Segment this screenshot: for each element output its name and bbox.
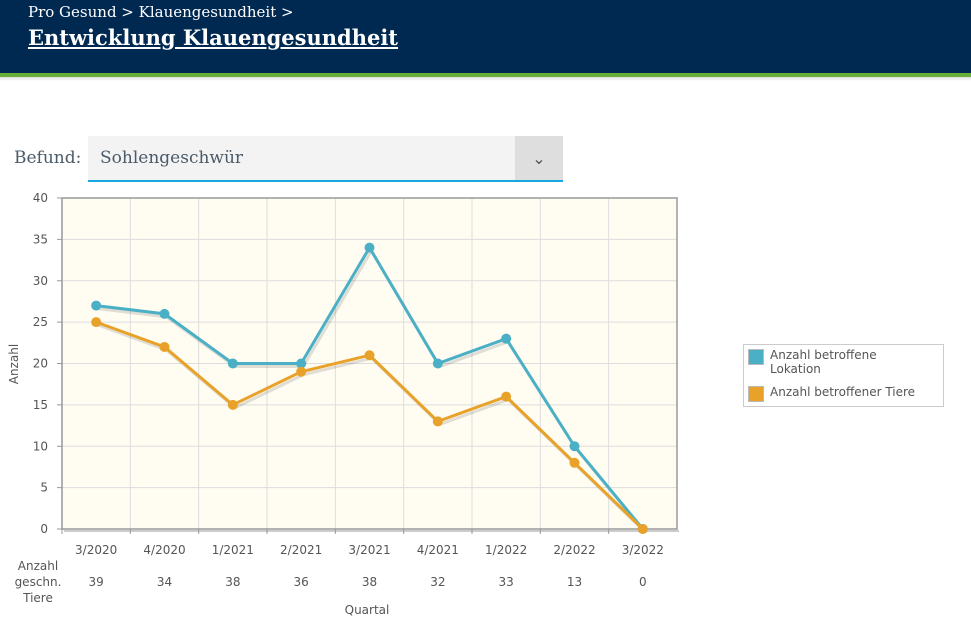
y-tick-label: 30 xyxy=(33,274,48,288)
table-value: 32 xyxy=(430,575,445,589)
data-point xyxy=(432,416,443,427)
y-tick-label: 25 xyxy=(33,315,48,329)
y-tick-label: 20 xyxy=(33,357,48,371)
x-tick-label: 4/2021 xyxy=(417,543,459,557)
data-point xyxy=(227,399,238,410)
table-value: 0 xyxy=(639,575,647,589)
table-value: 38 xyxy=(362,575,377,589)
x-tick-label: 4/2020 xyxy=(143,543,185,557)
data-point xyxy=(501,333,512,344)
table-value: 34 xyxy=(157,575,172,589)
legend-item-lokation[interactable]: Anzahl betroffene Lokation xyxy=(748,348,928,376)
data-point xyxy=(569,457,580,468)
data-point xyxy=(296,358,307,369)
legend-swatch xyxy=(748,386,764,402)
data-point xyxy=(159,341,170,352)
y-tick-label: 15 xyxy=(33,398,48,412)
data-point xyxy=(637,524,648,534)
data-point xyxy=(227,358,238,369)
x-tick-label: 2/2022 xyxy=(553,543,595,557)
y-axis-label: Anzahl xyxy=(7,344,21,384)
plot-border xyxy=(61,197,678,530)
x-axis-label: Quartal xyxy=(345,603,390,617)
data-point xyxy=(432,358,443,369)
x-tick-label: 3/2021 xyxy=(348,543,390,557)
data-point xyxy=(91,300,102,311)
data-point xyxy=(296,366,307,377)
x-tick-label: 1/2022 xyxy=(485,543,527,557)
table-value: 38 xyxy=(225,575,240,589)
table-value: 36 xyxy=(294,575,309,589)
table-value: 33 xyxy=(499,575,514,589)
data-point xyxy=(364,242,375,253)
data-point xyxy=(569,441,580,452)
data-point xyxy=(91,317,102,328)
y-tick-label: 0 xyxy=(40,522,48,536)
header-shadow xyxy=(0,77,971,81)
x-tick-label: 3/2020 xyxy=(75,543,117,557)
x-tick-label: 3/2022 xyxy=(622,543,664,557)
legend-label: Anzahl betroffene Lokation xyxy=(770,348,877,376)
table-value: 13 xyxy=(567,575,582,589)
page-title[interactable]: Entwicklung Klauengesundheit xyxy=(28,25,399,50)
data-point xyxy=(364,350,375,361)
legend-label: Anzahl betroffener Tiere xyxy=(770,385,916,399)
x-tick-label: 2/2021 xyxy=(280,543,322,557)
table-row-label: Tiere xyxy=(22,591,53,605)
data-point xyxy=(159,308,170,319)
header: Pro Gesund > Klauengesundheit > Entwickl… xyxy=(0,0,971,77)
y-tick-label: 10 xyxy=(33,439,48,453)
legend-swatch xyxy=(748,349,764,365)
data-point xyxy=(501,391,512,402)
x-tick-label: 1/2021 xyxy=(212,543,254,557)
breadcrumb[interactable]: Pro Gesund > Klauengesundheit > xyxy=(28,3,294,21)
befund-label: Befund: xyxy=(14,148,82,168)
table-row-label: Anzahl xyxy=(18,559,58,573)
y-tick-label: 40 xyxy=(33,191,48,205)
befund-value: Sohlengeschwür xyxy=(100,148,244,168)
y-tick-label: 5 xyxy=(40,481,48,495)
legend-item-tiere[interactable]: Anzahl betroffener Tiere xyxy=(748,385,915,402)
table-row-label: geschn. xyxy=(15,575,62,589)
legend: Anzahl betroffene Lokation Anzahl betrof… xyxy=(743,344,944,407)
befund-select[interactable]: Sohlengeschwür ⌄ xyxy=(88,136,563,182)
chevron-down-icon[interactable]: ⌄ xyxy=(515,136,563,180)
table-value: 39 xyxy=(89,575,104,589)
y-tick-label: 35 xyxy=(33,232,48,246)
